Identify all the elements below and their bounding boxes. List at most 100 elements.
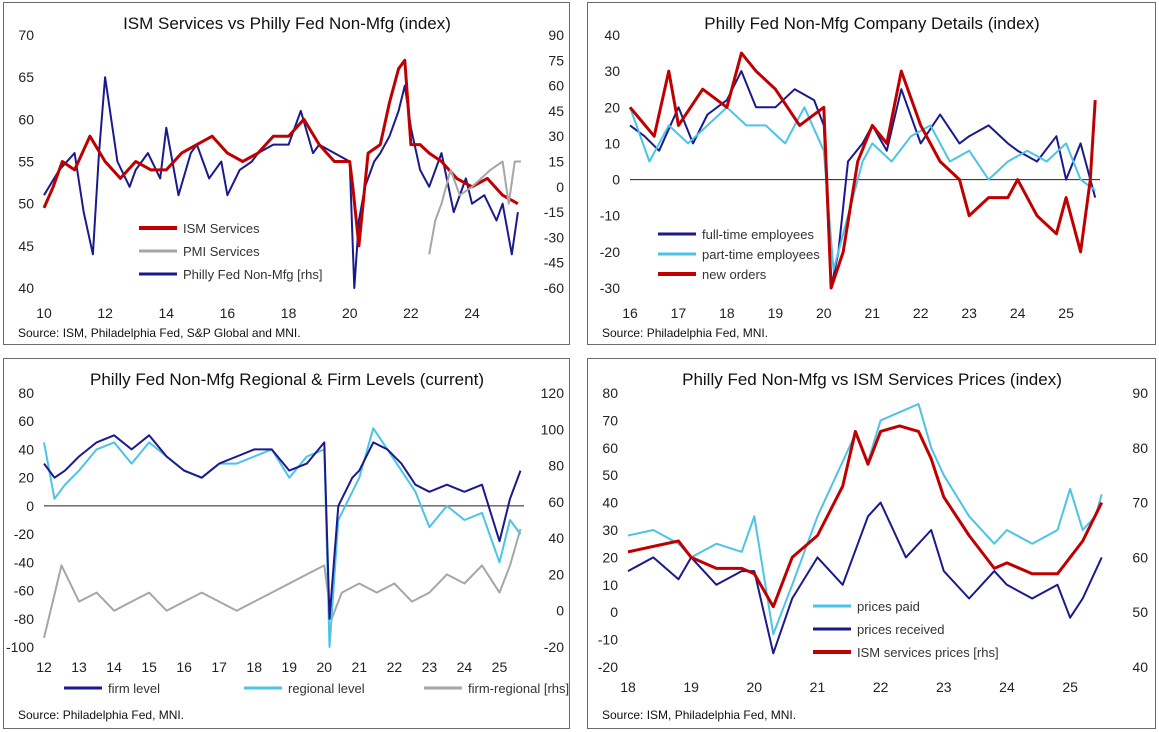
- x-tick-label: 22: [387, 659, 403, 675]
- y-tick-label: -10: [600, 208, 620, 224]
- y-tick-label: 50: [18, 196, 34, 212]
- y2-tick-label: 30: [548, 128, 564, 144]
- y-tick-label: 0: [610, 604, 618, 620]
- chart-title: Philly Fed Non-Mfg Company Details (inde…: [704, 14, 1039, 33]
- x-tick-label: 21: [352, 659, 368, 675]
- legend-label: new orders: [702, 267, 767, 282]
- x-tick-label: 23: [422, 659, 438, 675]
- x-tick-label: 24: [457, 659, 473, 675]
- y-tick-label: -20: [598, 659, 618, 675]
- y2-tick-label: 15: [548, 154, 564, 170]
- x-tick-label: 25: [1062, 679, 1078, 695]
- x-tick-label: 22: [873, 679, 889, 695]
- x-tick-label: 20: [317, 659, 333, 675]
- series-line-0: [629, 70, 1097, 289]
- x-tick-label: 12: [36, 659, 52, 675]
- y2-tick-label: -45: [544, 255, 564, 271]
- y2-tick-label: 90: [548, 27, 564, 43]
- chart-source: Source: Philadelphia Fed, MNI.: [602, 326, 768, 340]
- chart-panel-regional-firm: Philly Fed Non-Mfg Regional & Firm Level…: [3, 358, 570, 729]
- y2-tick-label: 90: [1132, 385, 1148, 401]
- y-tick-label: -60: [14, 583, 34, 599]
- legend-label: firm-regional [rhs]: [468, 681, 569, 696]
- y-tick-label: 60: [18, 111, 34, 127]
- y-tick-label: 20: [18, 470, 34, 486]
- x-tick-label: 10: [36, 305, 52, 321]
- chart-svg-3: Philly Fed Non-Mfg vs ISM Services Price…: [598, 370, 1148, 722]
- y2-tick-label: -30: [544, 229, 564, 245]
- legend-label: prices received: [857, 622, 944, 637]
- y-tick-label: 0: [612, 172, 620, 188]
- x-tick-label: 23: [961, 305, 977, 321]
- y-tick-label: -10: [598, 632, 618, 648]
- y-tick-label: 60: [18, 413, 34, 429]
- series-line-1: [627, 501, 1103, 655]
- legend-label: prices paid: [857, 599, 920, 614]
- y-tick-label: -80: [14, 611, 34, 627]
- series-line-2: [627, 424, 1104, 609]
- x-tick-label: 18: [246, 659, 262, 675]
- y-tick-label: -20: [600, 244, 620, 260]
- x-tick-label: 19: [281, 659, 297, 675]
- series-line-1: [43, 427, 522, 648]
- y2-tick-label: 100: [541, 421, 565, 437]
- y2-tick-label: 60: [548, 78, 564, 94]
- y2-tick-label: 60: [548, 494, 564, 510]
- y2-tick-label: 45: [548, 103, 564, 119]
- x-tick-label: 18: [281, 305, 297, 321]
- y-tick-label: -20: [14, 526, 34, 542]
- x-tick-label: 21: [864, 305, 880, 321]
- y2-tick-label: 40: [548, 530, 564, 546]
- series-line-2: [43, 434, 522, 620]
- x-tick-label: 20: [816, 305, 832, 321]
- chart-source: Source: ISM, Philadelphia Fed, MNI.: [602, 708, 796, 722]
- x-tick-label: 19: [768, 305, 784, 321]
- x-tick-label: 14: [106, 659, 122, 675]
- y-tick-label: -100: [6, 639, 34, 655]
- chart-title: Philly Fed Non-Mfg Regional & Firm Level…: [90, 370, 484, 389]
- legend-label: regional level: [288, 681, 365, 696]
- y2-tick-label: -60: [544, 280, 564, 296]
- x-tick-label: 14: [159, 305, 175, 321]
- chart-source: Source: Philadelphia Fed, MNI.: [18, 708, 184, 722]
- y2-tick-label: 75: [548, 52, 564, 68]
- y-tick-label: 55: [18, 154, 34, 170]
- series-line-1: [42, 58, 519, 248]
- y-tick-label: 70: [602, 412, 618, 428]
- chart-svg-1: Philly Fed Non-Mfg Company Details (inde…: [600, 14, 1100, 340]
- legend-label: PMI Services: [183, 244, 260, 259]
- x-tick-label: 12: [97, 305, 113, 321]
- legend-label: part-time employees: [702, 247, 820, 262]
- legend-label: ISM services prices [rhs]: [857, 645, 999, 660]
- x-tick-label: 22: [403, 305, 419, 321]
- x-tick-label: 24: [1010, 305, 1026, 321]
- y-tick-label: 20: [602, 549, 618, 565]
- x-tick-label: 25: [1058, 305, 1074, 321]
- chart-svg-0: ISM Services vs Philly Fed Non-Mfg (inde…: [18, 14, 564, 340]
- series-line-0: [627, 403, 1103, 636]
- y-tick-label: 10: [602, 577, 618, 593]
- x-tick-label: 21: [810, 679, 826, 695]
- x-tick-label: 20: [342, 305, 358, 321]
- y2-tick-label: 0: [556, 179, 564, 195]
- y-tick-label: 70: [18, 27, 34, 43]
- y2-tick-label: 120: [541, 385, 565, 401]
- series-line-1: [629, 106, 1096, 271]
- y-tick-label: 65: [18, 69, 34, 85]
- series-line-0: [43, 76, 519, 289]
- y-tick-label: 45: [18, 238, 34, 254]
- y2-tick-label: -20: [544, 639, 564, 655]
- y-tick-label: -40: [14, 554, 34, 570]
- y-tick-label: 80: [18, 385, 34, 401]
- chart-svg-2: Philly Fed Non-Mfg Regional & Firm Level…: [6, 370, 569, 722]
- x-tick-label: 17: [671, 305, 687, 321]
- y2-tick-label: 0: [556, 603, 564, 619]
- x-tick-label: 23: [936, 679, 952, 695]
- y-tick-label: 50: [602, 467, 618, 483]
- x-tick-label: 18: [620, 679, 636, 695]
- x-tick-label: 24: [999, 679, 1015, 695]
- legend-label: firm level: [108, 681, 160, 696]
- y2-tick-label: 70: [1132, 495, 1148, 511]
- y-tick-label: -30: [600, 280, 620, 296]
- y-tick-label: 0: [26, 498, 34, 514]
